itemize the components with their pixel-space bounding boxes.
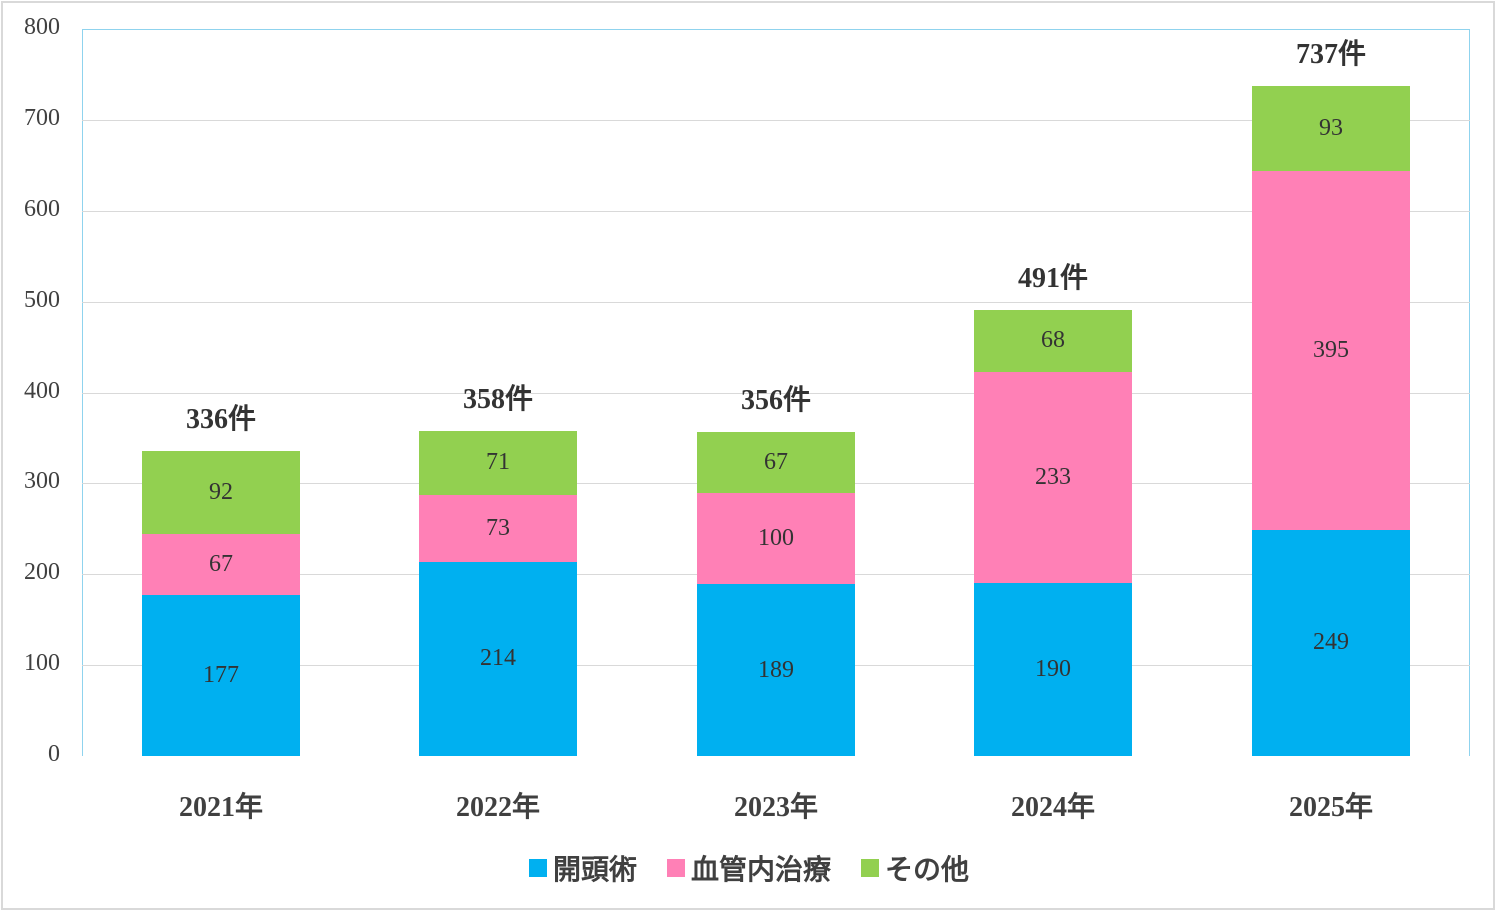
- x-tick-label: 2023年: [733, 792, 818, 823]
- x-tick-label: 2024年: [1010, 792, 1095, 823]
- bar-segment: 214: [419, 561, 577, 756]
- x-tick-label: 2021年: [178, 792, 263, 823]
- data-label: 395: [1313, 336, 1349, 363]
- data-label: 233: [1035, 463, 1071, 490]
- data-label: 68: [1041, 327, 1065, 354]
- bar-segment: 177: [142, 595, 300, 756]
- bar-segment: 73: [419, 495, 577, 562]
- y-tick-label: 300: [24, 468, 60, 495]
- bar-segment: 190: [974, 583, 1132, 756]
- legend: 開頭術 血管内治療 その他: [0, 848, 1498, 888]
- total-label: 356件: [740, 385, 811, 417]
- gridline: [82, 119, 1470, 121]
- y-tick-label: 0: [48, 741, 60, 767]
- data-label: 249: [1313, 629, 1349, 656]
- y-tick-label: 100: [24, 650, 60, 677]
- data-label: 93: [1319, 115, 1343, 141]
- bar-segment: 189: [697, 584, 855, 756]
- x-tick-label: 2022年: [455, 792, 540, 823]
- bar-segment: 67: [697, 432, 855, 494]
- bar-segment: 92: [142, 450, 300, 535]
- data-label: 190: [1035, 656, 1071, 683]
- bar-segment: 249: [1252, 529, 1410, 756]
- bar-segment: 233: [974, 371, 1132, 584]
- data-label: 214: [480, 645, 516, 672]
- legend-label: 開頭術: [552, 853, 637, 886]
- y-tick-label: 400: [24, 377, 60, 404]
- legend-swatch-icon: [861, 859, 879, 877]
- legend-swatch-icon: [666, 859, 685, 877]
- bar-segment: 395: [1252, 170, 1410, 530]
- y-tick-label: 500: [24, 286, 60, 313]
- bar-segment: 100: [697, 493, 855, 585]
- legend-item: 血管内治療: [666, 848, 831, 888]
- y-tick-label: 200: [24, 559, 60, 586]
- bar-segment: 71: [419, 430, 577, 496]
- y-tick-label: 800: [24, 14, 60, 40]
- gridline: [82, 392, 1470, 394]
- data-label: 67: [209, 551, 233, 578]
- legend-swatch-icon: [528, 859, 547, 877]
- x-tick-label: 2025年: [1288, 792, 1373, 823]
- total-label: 336件: [185, 403, 256, 435]
- data-label: 92: [209, 478, 233, 505]
- y-tick-label: 600: [24, 195, 60, 222]
- data-label: 73: [486, 514, 510, 541]
- data-label: 100: [758, 525, 794, 552]
- total-label: 491件: [1017, 262, 1088, 294]
- data-label: 177: [203, 662, 239, 689]
- data-label: 71: [486, 449, 510, 476]
- bar-segment: 67: [142, 534, 300, 596]
- legend-item: その他: [861, 848, 969, 888]
- bar-segment: 68: [974, 309, 1132, 372]
- data-label: 67: [764, 449, 788, 476]
- y-tick-label: 700: [24, 104, 60, 131]
- legend-label: その他: [885, 853, 970, 886]
- total-label: 358件: [462, 383, 533, 415]
- legend-label: 血管内治療: [690, 853, 831, 886]
- data-label: 189: [758, 656, 794, 683]
- legend-item: 開頭術: [528, 848, 637, 888]
- gridline: [82, 210, 1470, 212]
- gridline: [82, 301, 1470, 303]
- total-label: 737件: [1295, 39, 1366, 71]
- bar-segment: 93: [1252, 86, 1410, 171]
